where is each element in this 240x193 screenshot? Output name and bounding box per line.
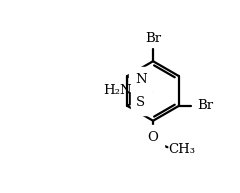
Text: O: O bbox=[148, 131, 158, 144]
Text: N: N bbox=[135, 73, 147, 86]
Text: S: S bbox=[136, 96, 145, 109]
Text: Br: Br bbox=[198, 99, 214, 112]
Text: H₂N: H₂N bbox=[103, 85, 132, 97]
Text: CH₃: CH₃ bbox=[168, 143, 196, 156]
Text: Br: Br bbox=[145, 32, 161, 45]
